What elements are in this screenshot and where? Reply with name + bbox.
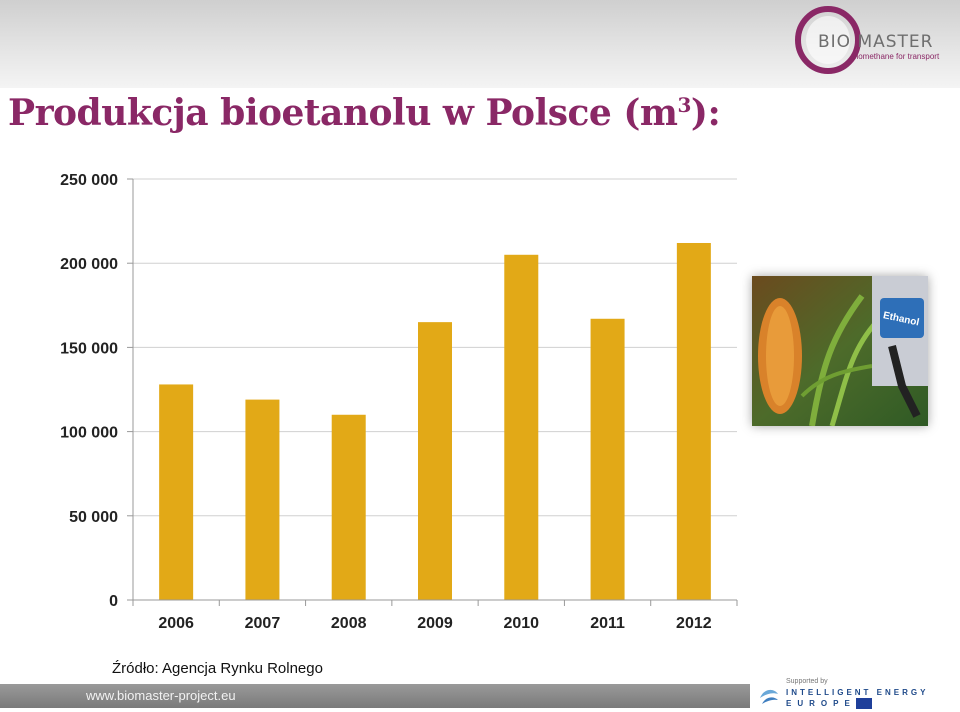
- y-tick-label-0: 0: [109, 593, 118, 610]
- logo-ring-icon: [795, 6, 861, 74]
- footer-url: www.biomaster-project.eu: [86, 688, 236, 703]
- x-tick-label-2011: 2011: [590, 615, 625, 632]
- bar-2008: [331, 414, 366, 600]
- y-tick-label-2: 100 000: [60, 425, 118, 442]
- y-tick-label-1: 50 000: [69, 509, 118, 526]
- y-tick-label-5: 250 000: [60, 172, 118, 189]
- slide-title-text: Produkcja bioetanolu w Polsce (m: [8, 92, 678, 134]
- logo-tagline: biomethane for transport: [852, 52, 940, 61]
- logo-brand: BIO MASTER: [818, 32, 934, 52]
- iee-line1: INTELLIGENT ENERGY: [786, 688, 929, 697]
- corn-ethanol-photo: Ethanol: [752, 276, 928, 427]
- footer-band: www.biomaster-project.eu: [0, 684, 750, 708]
- bar-2007: [245, 399, 280, 600]
- y-tick-label-3: 150 000: [60, 340, 118, 357]
- bar-2011: [590, 318, 625, 600]
- intelligent-energy-europe-logo: Supported by INTELLIGENT ENERGY EUROPE: [756, 676, 956, 712]
- x-tick-label-2012: 2012: [676, 615, 712, 632]
- biomaster-logo: BIO MASTER biomethane for transport: [794, 6, 944, 74]
- bar-2012: [676, 242, 711, 600]
- slide-title: Produkcja bioetanolu w Polsce (m3):: [8, 92, 721, 134]
- bar-chart: 0 50 000 100 000 150 000 200 000 250 000 2006…: [60, 172, 738, 632]
- slide-title-end: ):: [690, 92, 721, 134]
- chart-bars: [159, 242, 711, 600]
- x-tick-label-2006: 2006: [158, 615, 194, 632]
- photo-graphic: Ethanol: [752, 276, 928, 427]
- source-note: Źródło: Agencja Rynku Rolnego: [112, 660, 323, 677]
- x-tick-label-2008: 2008: [331, 615, 367, 632]
- bar-2009: [418, 322, 452, 600]
- x-tick-label-2007: 2007: [245, 615, 281, 632]
- x-tick-label-2009: 2009: [417, 615, 453, 632]
- bar-2010: [504, 254, 539, 600]
- x-tick-label-2010: 2010: [503, 615, 539, 632]
- chart-x-ticks: 2006 2007 2008 2009 2010 2011 2012: [132, 600, 738, 632]
- iee-swirl-icon: [760, 689, 778, 704]
- eu-flag-icon: [856, 698, 872, 709]
- chart-y-ticks: 0 50 000 100 000 150 000 200 000 250 000: [60, 172, 133, 610]
- iee-line2: EUROPE: [786, 699, 856, 708]
- slide-title-superscript: 3: [677, 93, 692, 117]
- bar-2006: [159, 384, 194, 600]
- supported-by-text: Supported by: [786, 678, 828, 685]
- y-tick-label-4: 200 000: [60, 256, 118, 273]
